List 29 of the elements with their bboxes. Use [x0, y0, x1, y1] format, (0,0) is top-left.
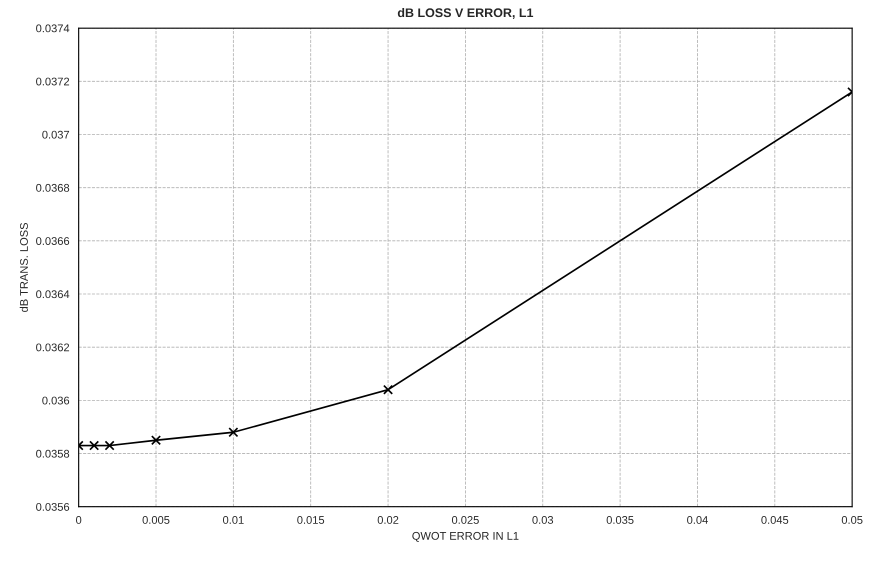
x-tick-label: 0.025 — [452, 516, 479, 524]
y-tick-label: 0.037 — [42, 130, 70, 139]
x-tick-label: 0.02 — [378, 516, 398, 524]
x-tick-label: 0.045 — [761, 516, 788, 524]
x-tick-label: 0.005 — [142, 516, 170, 524]
point — [383, 384, 394, 395]
y-axis-title: dB TRANS. LOSS — [20, 222, 28, 312]
x-tick-label: 0.01 — [222, 516, 244, 524]
y-tick-label: 0.0358 — [36, 450, 70, 458]
x-tick-label: 0.04 — [687, 516, 708, 524]
x-tick-label: 0 — [76, 516, 82, 524]
point — [151, 435, 162, 446]
y-tick-label: 0.0366 — [36, 237, 70, 245]
point — [89, 440, 100, 451]
x-tick-label: 0.015 — [297, 516, 324, 524]
y-tick-label: 0.0362 — [36, 343, 70, 352]
point — [104, 440, 115, 451]
y-tick-label: 0.036 — [42, 396, 70, 404]
x-tick-label: 0.035 — [606, 516, 634, 524]
x-tick-label: 0.03 — [532, 516, 554, 524]
y-tick-label: 0.0374 — [36, 24, 70, 32]
point — [228, 427, 238, 438]
x-tick-label: 0.05 — [842, 516, 862, 524]
y-tick-label: 0.0372 — [36, 78, 70, 86]
y-tick-label: 0.0356 — [36, 502, 70, 511]
y-tick-label: 0.0364 — [36, 290, 70, 298]
x-axis-title: QWOT ERROR IN L1 — [412, 532, 518, 542]
y-tick-label: 0.0368 — [36, 184, 70, 192]
chart-title: dB LOSS V ERROR, L1 — [398, 8, 534, 19]
